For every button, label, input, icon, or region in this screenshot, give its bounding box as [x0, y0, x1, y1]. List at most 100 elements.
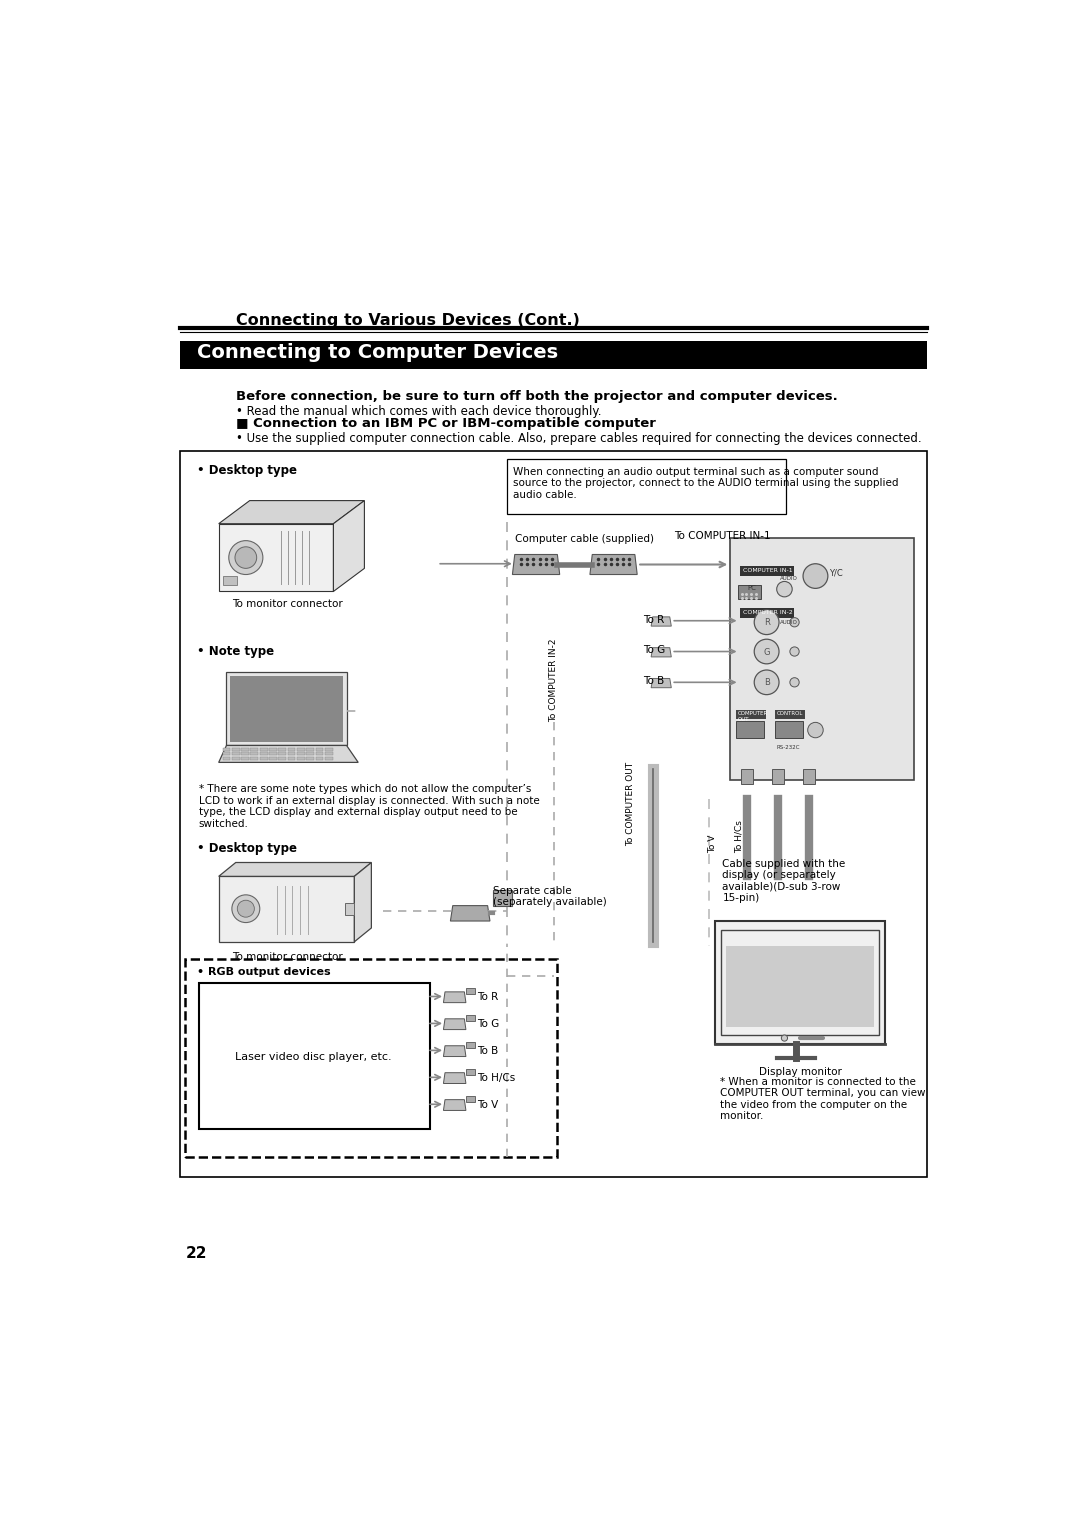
Polygon shape — [444, 1019, 465, 1030]
Bar — [465, 1070, 475, 1076]
Bar — [345, 903, 354, 915]
Bar — [199, 983, 430, 1129]
Text: R: R — [764, 619, 770, 628]
Bar — [279, 756, 286, 759]
Bar — [222, 756, 230, 759]
Circle shape — [754, 669, 779, 695]
Text: • Read the manual which comes with each device thoroughly.: • Read the manual which comes with each … — [235, 405, 602, 419]
Text: COMPUTER
OUT: COMPUTER OUT — [738, 711, 768, 721]
Polygon shape — [651, 678, 672, 688]
Polygon shape — [590, 555, 637, 575]
Text: Connecting to Computer Devices: Connecting to Computer Devices — [197, 342, 558, 362]
Polygon shape — [218, 524, 334, 591]
Bar — [307, 756, 314, 759]
Bar — [269, 747, 276, 750]
Bar — [241, 752, 248, 755]
Bar — [232, 756, 240, 759]
Bar — [269, 752, 276, 755]
Polygon shape — [354, 862, 372, 941]
Bar — [315, 752, 323, 755]
Bar — [230, 677, 342, 741]
Bar — [772, 769, 784, 784]
Bar — [325, 747, 333, 750]
Circle shape — [781, 1034, 787, 1041]
Text: B: B — [764, 678, 770, 688]
Bar — [740, 565, 794, 576]
Text: Computer cable (supplied): Computer cable (supplied) — [515, 533, 653, 544]
Polygon shape — [450, 906, 490, 921]
Circle shape — [808, 723, 823, 738]
Bar — [465, 989, 475, 995]
Text: Connecting to Various Devices (Cont.): Connecting to Various Devices (Cont.) — [235, 313, 580, 327]
Polygon shape — [444, 1073, 465, 1083]
Circle shape — [804, 564, 828, 588]
Text: 22: 22 — [186, 1245, 207, 1261]
Text: To V: To V — [477, 1100, 499, 1109]
Polygon shape — [651, 617, 672, 626]
Bar — [740, 608, 794, 619]
Polygon shape — [218, 862, 372, 877]
Bar — [232, 752, 240, 755]
Bar — [180, 451, 927, 1177]
Text: * There are some note types which do not allow the computer’s
LCD to work if an : * There are some note types which do not… — [199, 784, 539, 828]
Bar — [494, 891, 512, 906]
Bar — [279, 752, 286, 755]
Bar — [251, 756, 258, 759]
Text: To R: To R — [477, 992, 499, 1002]
Bar — [325, 752, 333, 755]
Text: G: G — [764, 648, 770, 657]
Circle shape — [754, 639, 779, 663]
Polygon shape — [218, 746, 359, 762]
Bar — [315, 756, 323, 759]
Circle shape — [789, 646, 799, 656]
Bar — [715, 921, 886, 1044]
Bar — [721, 931, 879, 1034]
Text: To B: To B — [644, 677, 664, 686]
Circle shape — [789, 617, 799, 626]
Text: CONTROL: CONTROL — [777, 711, 804, 715]
Polygon shape — [444, 1100, 465, 1111]
Text: Display monitor: Display monitor — [758, 1068, 841, 1077]
Bar — [222, 747, 230, 750]
Bar — [737, 711, 766, 718]
Text: ■ Connection to an IBM PC or IBM-compatible computer: ■ Connection to an IBM PC or IBM-compati… — [235, 417, 656, 431]
Circle shape — [235, 547, 257, 568]
Circle shape — [754, 610, 779, 634]
Bar — [727, 946, 874, 1027]
Polygon shape — [512, 555, 559, 575]
Bar — [804, 769, 815, 784]
Text: To R: To R — [644, 614, 664, 625]
Polygon shape — [334, 501, 364, 591]
Text: Y/C: Y/C — [828, 568, 842, 578]
Text: AUDIO: AUDIO — [780, 576, 798, 581]
Bar — [180, 341, 927, 368]
Circle shape — [232, 895, 260, 923]
Text: Cable supplied with the
display (or separately
available)(D-sub 3-row
15-pin): Cable supplied with the display (or sepa… — [723, 859, 846, 903]
Bar — [241, 756, 248, 759]
Text: • RGB output devices: • RGB output devices — [197, 967, 330, 978]
Text: PC: PC — [747, 585, 756, 591]
Text: To COMPUTER OUT: To COMPUTER OUT — [626, 761, 635, 845]
Text: • Note type: • Note type — [197, 645, 274, 659]
Bar — [507, 458, 786, 515]
Bar — [741, 769, 754, 784]
Bar — [251, 752, 258, 755]
Polygon shape — [651, 648, 672, 657]
Text: Separate cable
(separately available): Separate cable (separately available) — [494, 886, 607, 908]
Bar — [775, 721, 804, 738]
Bar — [307, 747, 314, 750]
Bar — [232, 747, 240, 750]
Bar — [269, 756, 276, 759]
Bar — [260, 756, 268, 759]
Text: To COMPUTER IN-2: To COMPUTER IN-2 — [549, 639, 558, 723]
Bar — [260, 752, 268, 755]
Bar — [775, 711, 805, 718]
Text: To H/Cs: To H/Cs — [735, 821, 744, 853]
Text: To V: To V — [707, 834, 717, 853]
Bar — [251, 747, 258, 750]
Bar — [287, 747, 296, 750]
Bar — [737, 721, 765, 738]
Circle shape — [238, 900, 255, 917]
Text: To monitor connector: To monitor connector — [232, 599, 342, 610]
Text: To monitor connector: To monitor connector — [232, 952, 342, 961]
